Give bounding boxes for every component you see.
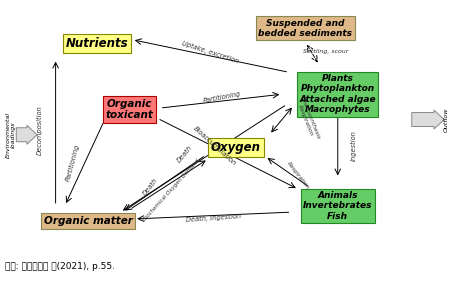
Text: Plants
Phytoplankton
Attached algae
Macrophytes: Plants Phytoplankton Attached algae Macr… [299, 74, 376, 114]
Text: Death, Ingestion: Death, Ingestion [185, 213, 241, 223]
Text: Decomposition: Decomposition [36, 105, 42, 154]
Text: Settling, scour: Settling, scour [303, 49, 349, 54]
Text: Environmental
loadings: Environmental loadings [5, 112, 16, 158]
Text: 자료: 호양티란안 외(2021), p.55.: 자료: 호양티란안 외(2021), p.55. [5, 262, 115, 270]
Text: Suspended and
bedded sediments: Suspended and bedded sediments [258, 19, 353, 38]
Text: Death: Death [142, 177, 159, 197]
FancyArrow shape [16, 125, 37, 144]
Text: Organic matter: Organic matter [43, 216, 133, 226]
Text: Bioaccumulation: Bioaccumulation [193, 125, 238, 167]
Text: Outflow: Outflow [444, 107, 449, 132]
FancyArrow shape [412, 110, 444, 129]
Text: Uptake, excretion: Uptake, excretion [181, 40, 240, 64]
Text: Biochemical Oxygen Demand: Biochemical Oxygen Demand [142, 159, 200, 223]
Text: Partitioning: Partitioning [202, 91, 242, 104]
Text: Organic
toxicant: Organic toxicant [106, 99, 153, 120]
Text: Nutrients: Nutrients [66, 37, 128, 50]
Text: Photosynthesis
Respiration: Photosynthesis Respiration [295, 97, 321, 142]
Text: Partitioning: Partitioning [65, 143, 81, 182]
Text: Ingestion: Ingestion [351, 130, 357, 161]
Text: Respiration: Respiration [286, 161, 311, 190]
Text: Oxygen: Oxygen [211, 141, 261, 154]
Text: Animals
Invertebrates
Fish: Animals Invertebrates Fish [303, 191, 372, 221]
Text: Death: Death [177, 144, 194, 163]
